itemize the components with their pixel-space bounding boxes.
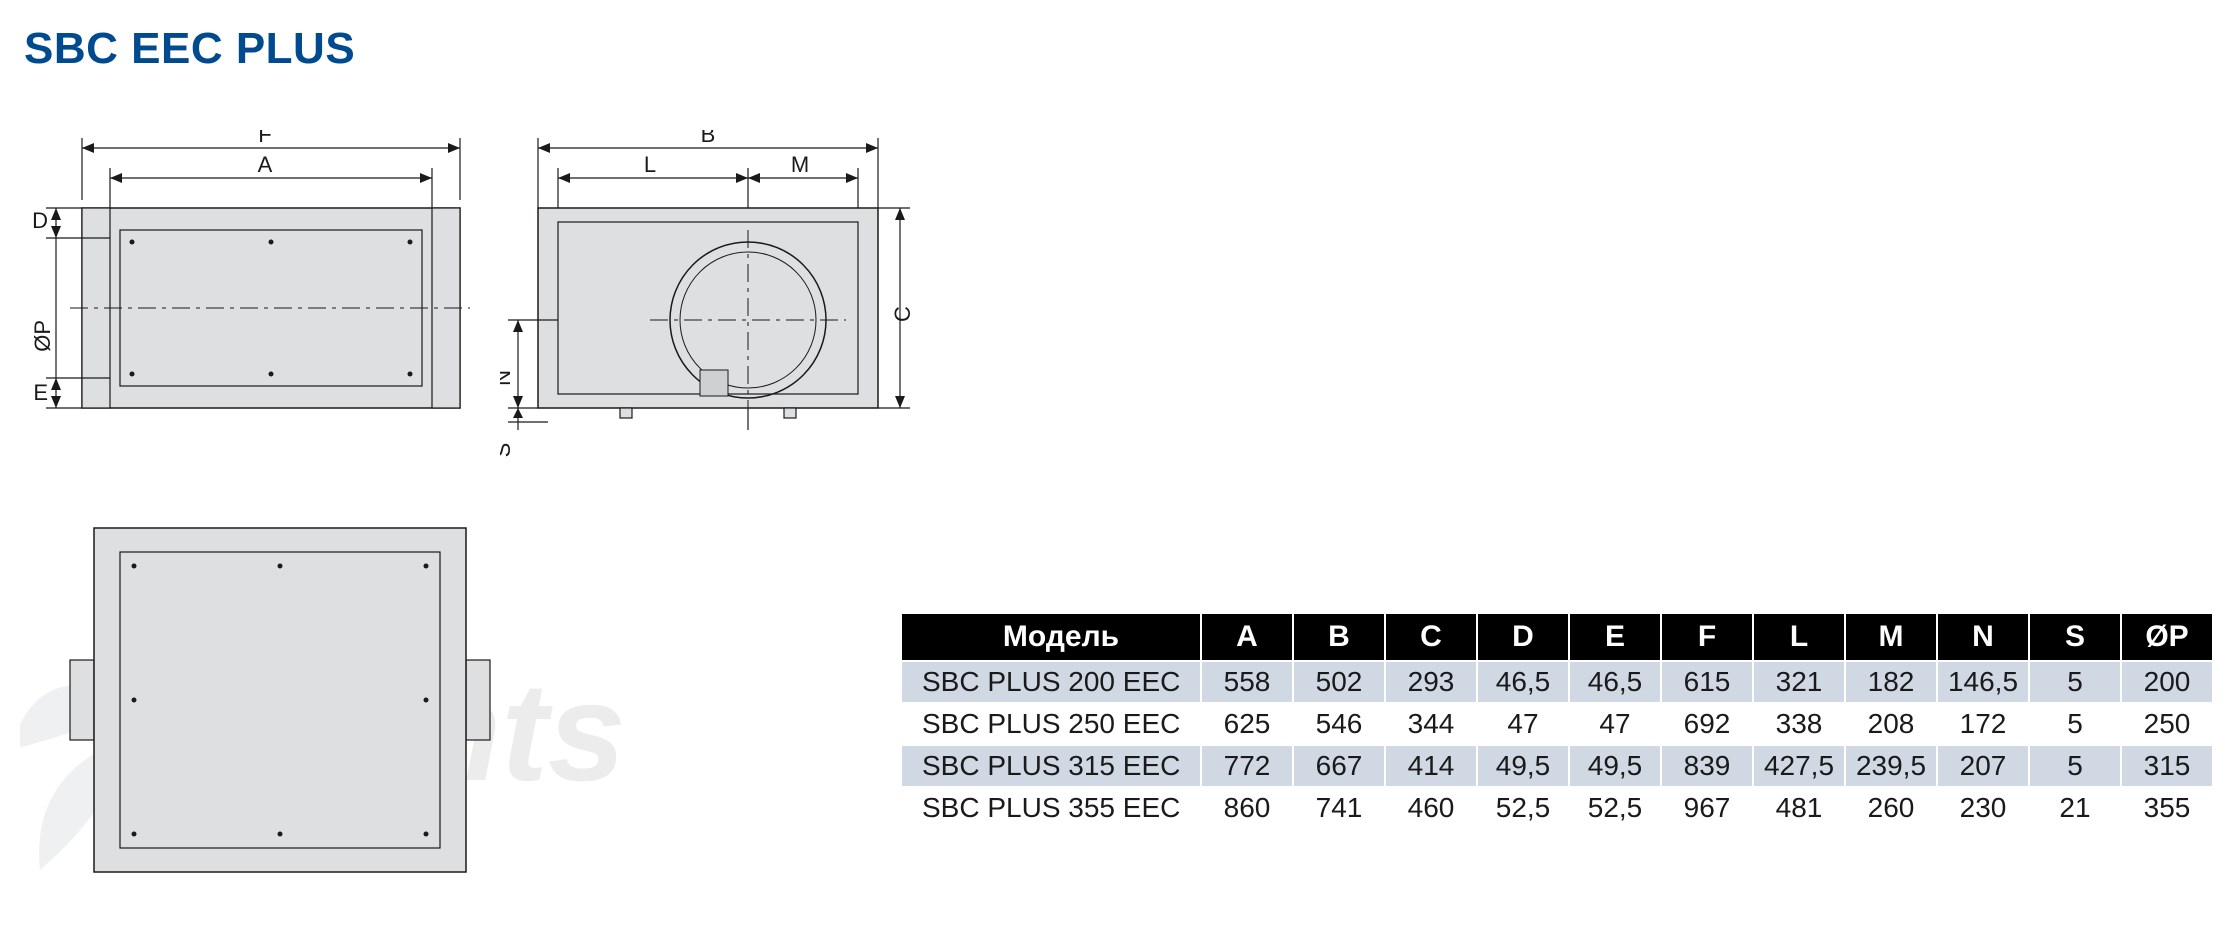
cell-F: 615	[1661, 661, 1753, 703]
col-header-M: M	[1845, 613, 1937, 661]
cell-D: 47	[1477, 703, 1569, 745]
cell-N: 230	[1937, 787, 2029, 829]
cell-E: 46,5	[1569, 661, 1661, 703]
cell-N: 146,5	[1937, 661, 2029, 703]
cell-B: 741	[1293, 787, 1385, 829]
cell-B: 502	[1293, 661, 1385, 703]
cell-M: 239,5	[1845, 745, 1937, 787]
cell-M: 182	[1845, 661, 1937, 703]
col-header-F: F	[1661, 613, 1753, 661]
cell-P: 250	[2121, 703, 2213, 745]
cell-F: 967	[1661, 787, 1753, 829]
page-title: SBC EEC PLUS	[24, 24, 355, 74]
dim-label-L: L	[644, 152, 656, 177]
cell-D: 46,5	[1477, 661, 1569, 703]
dim-label-N: N	[500, 370, 515, 386]
table-row: SBC PLUS 355 EEC 860 741 460 52,5 52,5 9…	[901, 787, 2213, 829]
dim-label-F: F	[258, 130, 271, 147]
cell-A: 625	[1201, 703, 1293, 745]
cell-L: 321	[1753, 661, 1845, 703]
cell-model: SBC PLUS 355 EEC	[901, 787, 1201, 829]
cell-model: SBC PLUS 315 EEC	[901, 745, 1201, 787]
cell-B: 546	[1293, 703, 1385, 745]
col-header-C: C	[1385, 613, 1477, 661]
cell-F: 839	[1661, 745, 1753, 787]
cell-M: 260	[1845, 787, 1937, 829]
dim-label-C: C	[890, 306, 915, 322]
drawing-front-view: F A D ØP	[20, 130, 490, 450]
drawing-top-view	[60, 510, 500, 890]
dim-label-D: D	[32, 208, 48, 233]
cell-L: 338	[1753, 703, 1845, 745]
table-header-row: Модель A B C D E F L M N S ØP	[901, 613, 2213, 661]
col-header-model: Модель	[901, 613, 1201, 661]
cell-C: 460	[1385, 787, 1477, 829]
cell-C: 344	[1385, 703, 1477, 745]
dim-label-S: S	[500, 443, 515, 458]
col-header-A: A	[1201, 613, 1293, 661]
cell-D: 52,5	[1477, 787, 1569, 829]
cell-A: 860	[1201, 787, 1293, 829]
cell-M: 208	[1845, 703, 1937, 745]
col-header-P: ØP	[2121, 613, 2213, 661]
dim-label-B: B	[701, 130, 716, 147]
col-header-S: S	[2029, 613, 2121, 661]
cell-E: 52,5	[1569, 787, 1661, 829]
cell-C: 293	[1385, 661, 1477, 703]
cell-S: 5	[2029, 661, 2121, 703]
col-header-D: D	[1477, 613, 1569, 661]
dim-label-E: E	[33, 380, 48, 405]
col-header-E: E	[1569, 613, 1661, 661]
dim-label-A: A	[258, 152, 273, 177]
cell-P: 315	[2121, 745, 2213, 787]
col-header-B: B	[1293, 613, 1385, 661]
cell-model: SBC PLUS 250 EEC	[901, 703, 1201, 745]
dim-label-P: ØP	[30, 320, 55, 352]
technical-drawing: F A D ØP	[20, 130, 920, 890]
cell-N: 172	[1937, 703, 2029, 745]
cell-D: 49,5	[1477, 745, 1569, 787]
cell-L: 427,5	[1753, 745, 1845, 787]
cell-E: 49,5	[1569, 745, 1661, 787]
cell-N: 207	[1937, 745, 2029, 787]
cell-S: 5	[2029, 703, 2121, 745]
cell-S: 5	[2029, 745, 2121, 787]
table-row: SBC PLUS 250 EEC 625 546 344 47 47 692 3…	[901, 703, 2213, 745]
cell-C: 414	[1385, 745, 1477, 787]
cell-S: 21	[2029, 787, 2121, 829]
cell-P: 355	[2121, 787, 2213, 829]
col-header-L: L	[1753, 613, 1845, 661]
cell-L: 481	[1753, 787, 1845, 829]
dim-label-M: M	[791, 152, 809, 177]
cell-A: 772	[1201, 745, 1293, 787]
cell-model: SBC PLUS 200 EEC	[901, 661, 1201, 703]
drawing-side-view: B L M C	[500, 130, 920, 490]
cell-F: 692	[1661, 703, 1753, 745]
table-row: SBC PLUS 200 EEC 558 502 293 46,5 46,5 6…	[901, 661, 2213, 703]
col-header-N: N	[1937, 613, 2029, 661]
table-row: SBC PLUS 315 EEC 772 667 414 49,5 49,5 8…	[901, 745, 2213, 787]
cell-A: 558	[1201, 661, 1293, 703]
dimensions-table: Модель A B C D E F L M N S ØP SBC PLUS 2…	[900, 612, 2214, 830]
cell-P: 200	[2121, 661, 2213, 703]
cell-B: 667	[1293, 745, 1385, 787]
cell-E: 47	[1569, 703, 1661, 745]
